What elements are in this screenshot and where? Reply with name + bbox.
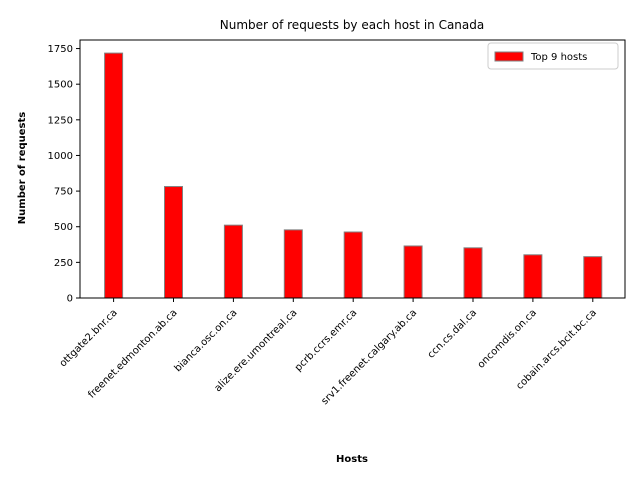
bar [463, 247, 483, 299]
bar [343, 231, 363, 299]
y-tick-label: 250 [54, 258, 73, 269]
bar [104, 52, 124, 299]
bar [523, 254, 543, 299]
x-tick-label: oncomdis.on.ca [476, 307, 539, 370]
legend: Top 9 hosts [487, 42, 619, 70]
x-tick-label: srv1.freenet.calgary.ab.ca [319, 307, 419, 407]
y-tick-label: 750 [54, 187, 73, 198]
legend-box [487, 42, 619, 70]
plot-area: 0 250 500 750 1000 1250 1500 1750 ottgate2.bnr.c… [48, 39, 626, 407]
legend-swatch [494, 51, 524, 62]
x-tick-label: ottgate2.bnr.ca [58, 307, 120, 369]
x-tick-label: ccn.cs.dal.ca [426, 307, 479, 360]
x-tick-label: bianca.osc.on.ca [173, 307, 240, 374]
y-axis-label: Number of requests [17, 112, 28, 224]
y-tick-label: 1500 [48, 80, 73, 91]
y-tick-label: 0 [67, 294, 73, 305]
bar [223, 224, 243, 299]
x-tick-label: pcrb.ccrs.emr.ca [293, 307, 359, 373]
legend-label: Top 9 hosts [530, 52, 587, 63]
bar [164, 186, 183, 299]
bar [283, 229, 303, 299]
plot-frame [79, 39, 626, 299]
bar [583, 256, 603, 299]
y-tick-label: 1750 [48, 44, 73, 55]
chart-title: Number of requests by each host in Canad… [220, 18, 485, 32]
y-tick-label: 1000 [48, 151, 73, 162]
y-tick-label: 500 [54, 222, 73, 233]
bar [403, 245, 423, 299]
y-tick-label: 1250 [48, 115, 73, 126]
x-axis-label: Hosts [336, 454, 368, 465]
